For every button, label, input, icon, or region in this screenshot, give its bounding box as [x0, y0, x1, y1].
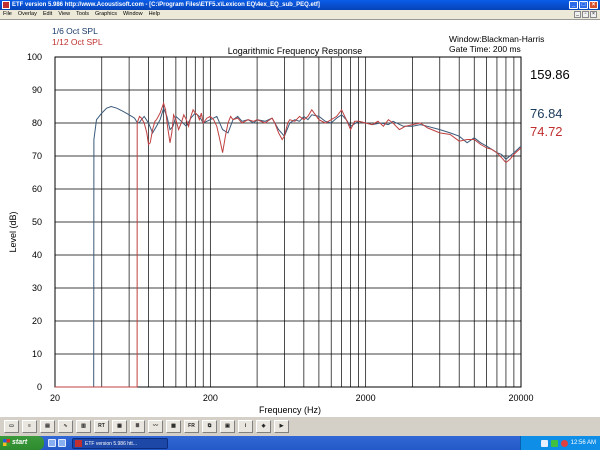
browser-icon[interactable] [58, 439, 66, 447]
security-icon[interactable] [550, 439, 558, 447]
menu-view[interactable]: View [58, 11, 71, 17]
quick-launch [48, 439, 66, 447]
bars-button[interactable]: ▥ [76, 420, 91, 433]
y-tick-label: 90 [32, 85, 42, 95]
clock: 12:56 AM [570, 440, 596, 446]
plot-area: Logarithmic Frequency Response 1/6 Oct S… [0, 19, 600, 416]
series-line-1-6-oct [55, 105, 522, 388]
mdi-restore-button[interactable]: ▫ [582, 11, 589, 18]
print-button[interactable]: ▤ [40, 420, 55, 433]
minimize-button[interactable]: _ [569, 1, 578, 9]
window-info-label: Window:Blackman-Harris [449, 34, 544, 44]
menu-overlay[interactable]: Overlay [17, 11, 37, 17]
taskbar-item-etf[interactable]: ETF version 5.986 htt... [72, 437, 168, 449]
gate-time-label: Gate Time: 200 ms [449, 44, 521, 54]
mdi-minimize-button[interactable]: _ [574, 11, 581, 18]
close-button[interactable]: × [589, 1, 598, 9]
windows-flag-icon [3, 439, 10, 446]
graph-button[interactable]: ∿ [58, 420, 73, 433]
lock-icon[interactable]: ▣ [220, 420, 235, 433]
save-button[interactable]: ≡ [22, 420, 37, 433]
start-button[interactable]: start [0, 436, 44, 450]
spectrum-button[interactable]: ▦ [112, 420, 127, 433]
series-line-1-12-oct [55, 101, 522, 388]
window-title: ETF version 5.986 http://www.Acoustisoft… [12, 2, 320, 8]
fr-button[interactable]: FR [184, 420, 199, 433]
copy-button[interactable]: ⧉ [202, 420, 217, 433]
y-tick-label: 40 [32, 250, 42, 260]
mdi-close-button[interactable]: × [590, 11, 597, 18]
desktop-icon[interactable] [48, 439, 56, 447]
menu-help[interactable]: Help [148, 11, 160, 17]
maximize-button[interactable]: □ [579, 1, 588, 9]
y-tick-label: 0 [37, 382, 42, 392]
x-axis-label: Frequency (Hz) [259, 405, 321, 415]
alert-icon[interactable] [560, 439, 568, 447]
y-tick-label: 50 [32, 217, 42, 227]
wave-button[interactable]: 〰 [148, 420, 163, 433]
system-tray: 12:56 AM [520, 436, 600, 450]
y-tick-label: 10 [32, 349, 42, 359]
frequency-response-chart: Logarithmic Frequency Response 1/6 Oct S… [8, 26, 570, 415]
readout-value-1: 159.86 [530, 67, 570, 82]
x-tick-label: 20000 [508, 393, 533, 403]
chart-title: Logarithmic Frequency Response [228, 46, 363, 56]
open-button[interactable]: ▭ [4, 420, 19, 433]
y-axis-label: Level (dB) [8, 211, 18, 252]
legend-entry-1-12-oct: 1/12 Oct SPL [52, 37, 103, 47]
menu-edit[interactable]: Edit [42, 11, 53, 17]
waterfall-button[interactable]: ▩ [166, 420, 181, 433]
y-tick-label: 60 [32, 184, 42, 194]
network-icon[interactable] [540, 439, 548, 447]
menu-file[interactable]: File [3, 11, 12, 17]
y-tick-label: 80 [32, 118, 42, 128]
lines-button[interactable]: ≣ [130, 420, 145, 433]
y-tick-label: 30 [32, 283, 42, 293]
taskbar: start ETF version 5.986 htt... 12:56 AM [0, 436, 600, 450]
readout-value-3: 74.72 [530, 124, 563, 139]
y-tick-label: 20 [32, 316, 42, 326]
legend-entry-1-6-oct: 1/6 Oct SPL [52, 26, 98, 36]
title-bar[interactable]: ETF version 5.986 http://www.Acoustisoft… [0, 0, 600, 10]
info-icon[interactable]: i [238, 420, 253, 433]
x-tick-label: 200 [203, 393, 218, 403]
app-icon [2, 1, 10, 9]
menu-window[interactable]: Window [123, 11, 143, 17]
taskbar-item-label: ETF version 5.986 htt... [85, 440, 137, 447]
rt-button[interactable]: RT [94, 420, 109, 433]
start-label: start [12, 439, 28, 446]
x-tick-label: 2000 [356, 393, 376, 403]
play-icon[interactable]: ▶ [274, 420, 289, 433]
readout-value-2: 76.84 [530, 106, 563, 121]
bottom-toolbar: ▭ ≡ ▤ ∿ ▥ RT ▦ ≣ 〰 ▩ FR ⧉ ▣ i ◈ ▶ [0, 416, 600, 436]
pick-icon[interactable]: ◈ [256, 420, 271, 433]
y-tick-label: 100 [27, 52, 42, 62]
menu-tools[interactable]: Tools [76, 11, 89, 17]
x-tick-label: 20 [50, 393, 60, 403]
y-tick-label: 70 [32, 151, 42, 161]
etf-app-icon [75, 439, 82, 447]
menu-bar: File Overlay Edit View Tools Graphics Wi… [0, 10, 600, 19]
menu-graphics[interactable]: Graphics [94, 11, 117, 17]
